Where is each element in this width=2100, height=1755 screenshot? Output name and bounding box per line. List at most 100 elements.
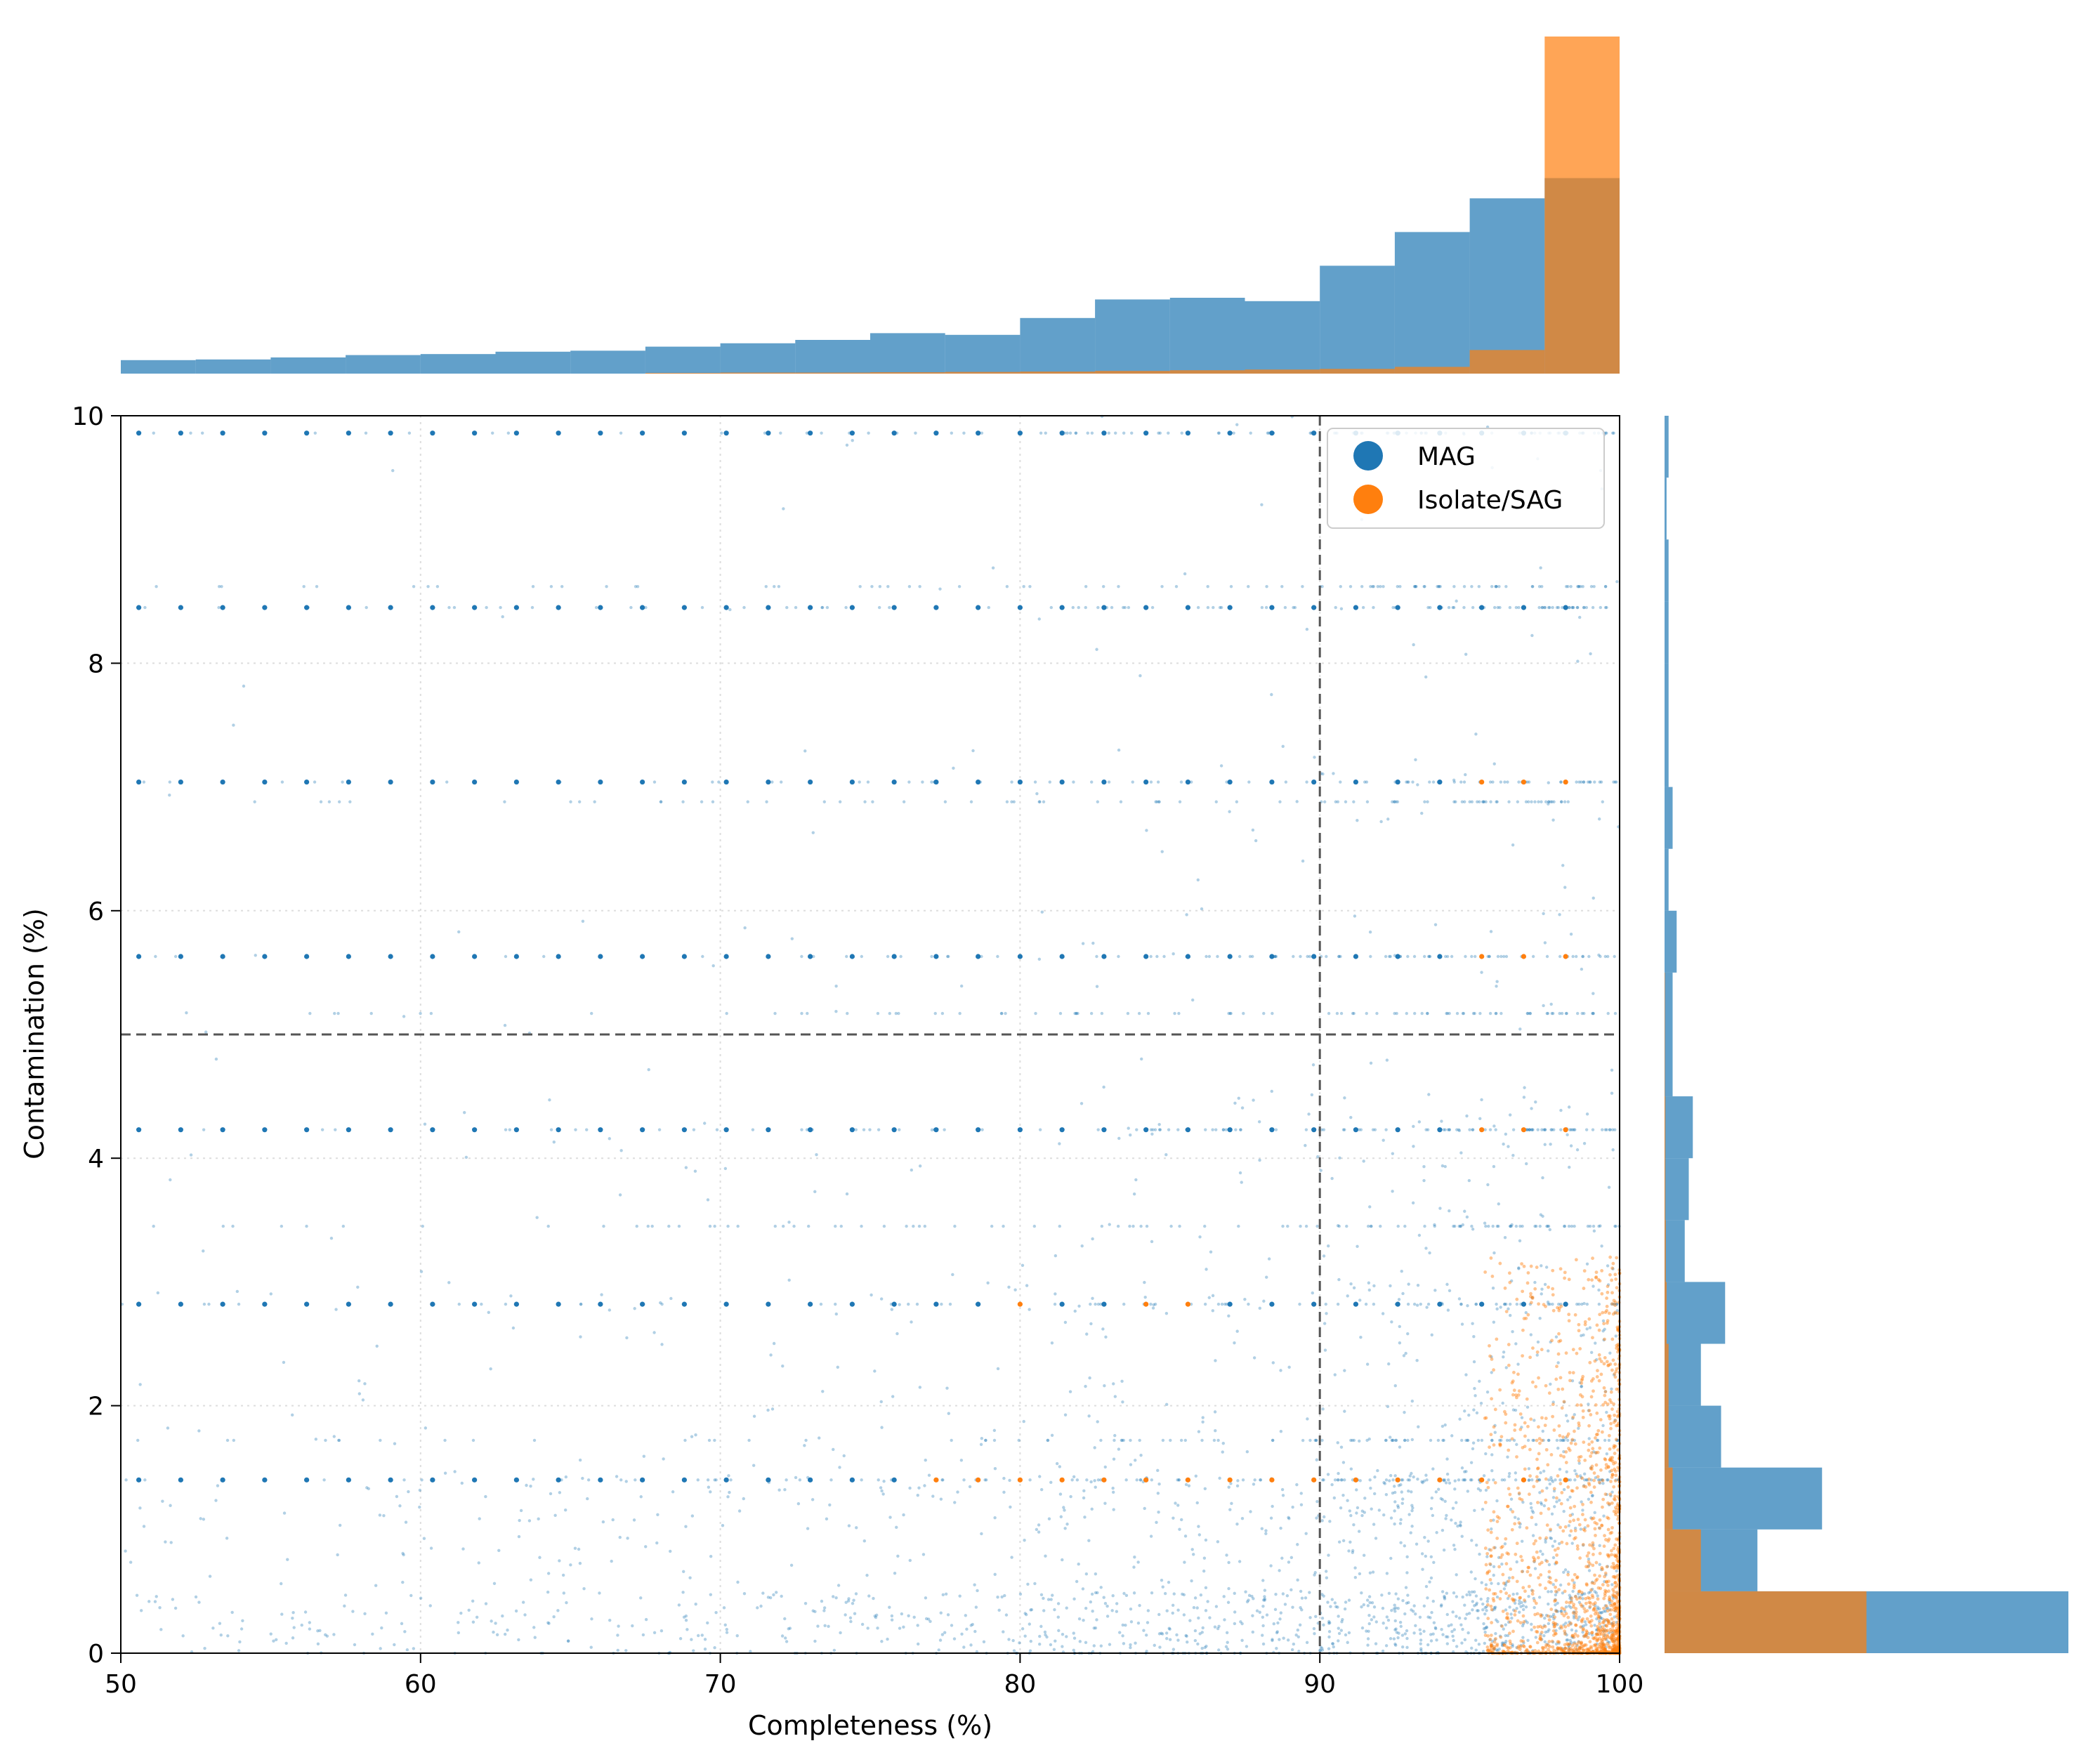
mag-point (1380, 1593, 1384, 1597)
mag-point (898, 1626, 902, 1630)
mag-point (353, 1643, 357, 1647)
quantized-point (1017, 954, 1023, 959)
mag-point (421, 1224, 424, 1228)
quantized-point (178, 779, 183, 785)
mag-point (443, 1471, 447, 1475)
mag-point (1509, 1279, 1514, 1283)
isolate-sag-point (1580, 1619, 1584, 1624)
isolate-sag-point (1566, 1643, 1570, 1647)
isolate-sag-point (1601, 1638, 1605, 1641)
mag-point (888, 605, 891, 610)
isolate-sag-point (1595, 1411, 1599, 1415)
mag-point (845, 1192, 849, 1196)
isolate-sag-point (1612, 1566, 1616, 1570)
mag-point (1459, 1224, 1462, 1228)
isolate-sag-point (1551, 1629, 1556, 1633)
mag-point (1376, 584, 1379, 589)
x-tick-label-100: 100 (1596, 1670, 1644, 1699)
mag-point (1590, 1494, 1594, 1498)
mag-point (684, 1166, 688, 1169)
quantized-point (1185, 1301, 1191, 1307)
mag-point (634, 1478, 637, 1482)
isolate-sag-point (1581, 1543, 1585, 1546)
mag-point (773, 584, 776, 589)
mag-point (1503, 1542, 1507, 1546)
isolate-sag-point (1575, 1547, 1580, 1551)
mag-point (1563, 1224, 1566, 1228)
mag-point (1475, 1411, 1479, 1415)
mag-point (1471, 1600, 1475, 1603)
isolate-sag-point (1602, 1596, 1606, 1600)
quantized-point (1017, 779, 1023, 785)
mag-point (1536, 1128, 1540, 1131)
mag-point (958, 1594, 962, 1598)
mag-point (1551, 605, 1554, 610)
mag-point (552, 1141, 556, 1144)
mag-point (1257, 1120, 1261, 1124)
mag-point (1491, 1224, 1495, 1228)
legend-box (1327, 428, 1605, 529)
mag-point (905, 1224, 908, 1228)
mag-point (333, 1011, 336, 1015)
mag-point (828, 1503, 832, 1507)
mag-point (1467, 1590, 1471, 1594)
isolate-sag-point (1576, 1518, 1580, 1521)
isolate-sag-point (1597, 1626, 1601, 1631)
isolate-sag-point (1507, 1487, 1511, 1491)
mag-point (667, 1224, 671, 1228)
mag-point (1497, 1648, 1501, 1651)
isolate-sag-point (1612, 1620, 1615, 1624)
isolate-sag-point (1547, 1640, 1551, 1643)
isolate-sag-point (1492, 1510, 1496, 1514)
mag-point (1539, 1501, 1543, 1505)
mag-point (1561, 605, 1564, 610)
mag-point (1228, 810, 1231, 813)
quantized-point (1563, 779, 1568, 785)
mag-point (1476, 1487, 1481, 1491)
mag-point (1431, 1513, 1435, 1518)
isolate-sag-point (1489, 1604, 1493, 1608)
isolate-sag-point (1587, 1619, 1591, 1624)
mag-point (1279, 1526, 1282, 1530)
mag-point (1558, 1438, 1562, 1442)
isolate-sag-point (1566, 1434, 1569, 1438)
isolate-sag-point (1606, 1465, 1610, 1468)
mag-point (974, 1605, 978, 1609)
mag-point (1509, 1224, 1512, 1228)
mag-point (1582, 1484, 1586, 1487)
mag-point (1470, 800, 1474, 803)
mag-point (1521, 1636, 1525, 1639)
mag-point (1271, 1638, 1274, 1643)
mag-point (1453, 1224, 1457, 1228)
isolate-sag-point (1601, 1640, 1605, 1644)
mag-point (811, 831, 815, 834)
isolate-sag-point (1556, 1352, 1561, 1356)
mag-point (723, 1623, 727, 1627)
isolate-sag-point (1581, 1409, 1585, 1413)
mag-point (1061, 1633, 1065, 1636)
mag-point (1108, 1223, 1111, 1226)
mag-point (1542, 1634, 1546, 1638)
isolate-sag-point (1592, 1516, 1596, 1520)
isolate-sag-point (1597, 1379, 1601, 1383)
mag-point (1369, 584, 1372, 589)
mag-point (944, 1592, 948, 1596)
mag-point (876, 1626, 879, 1630)
mag-point (1115, 1602, 1119, 1605)
mag-point (171, 1598, 175, 1601)
mag-point (1199, 1593, 1203, 1597)
mag-point (1533, 1567, 1537, 1570)
mag-point (1410, 1490, 1413, 1494)
isolate-sag-point (1544, 1417, 1548, 1421)
isolate-sag-point (1495, 1537, 1499, 1540)
isolate-sag-point (1607, 1311, 1611, 1315)
isolate-sag-point (1592, 1636, 1596, 1641)
mag-point (743, 926, 747, 930)
mag-point (185, 1011, 188, 1015)
mag-point (1365, 1011, 1368, 1015)
isolate-sag-point (1615, 1591, 1619, 1594)
mag-point (1382, 1138, 1385, 1142)
mag-point (1486, 1596, 1490, 1600)
mag-point (1598, 1544, 1601, 1548)
mag-point (1185, 913, 1188, 916)
